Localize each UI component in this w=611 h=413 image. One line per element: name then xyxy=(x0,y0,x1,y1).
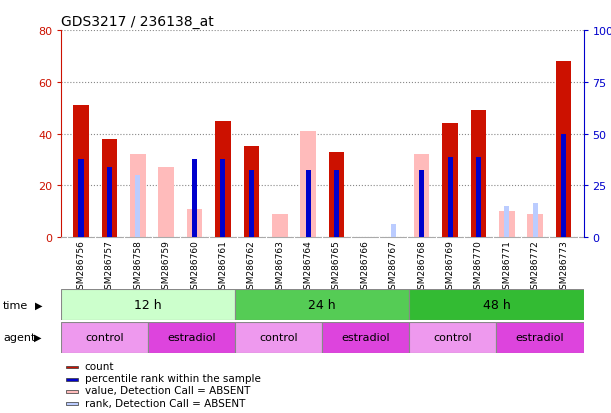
Text: GSM286756: GSM286756 xyxy=(76,240,86,295)
Text: ▶: ▶ xyxy=(34,332,41,342)
Bar xyxy=(419,176,424,237)
Text: GSM286763: GSM286763 xyxy=(275,240,284,295)
Bar xyxy=(67,366,78,368)
Bar xyxy=(73,106,89,237)
Text: GSM286765: GSM286765 xyxy=(332,240,341,295)
Text: time: time xyxy=(3,300,28,310)
Bar xyxy=(235,322,323,353)
Bar xyxy=(476,157,481,237)
Bar xyxy=(67,402,78,405)
Bar xyxy=(244,147,259,237)
Bar xyxy=(107,168,112,237)
Bar xyxy=(447,157,453,237)
Bar xyxy=(135,176,141,237)
Bar xyxy=(499,211,514,237)
Bar xyxy=(470,111,486,237)
Bar xyxy=(504,206,510,237)
Text: GSM286768: GSM286768 xyxy=(417,240,426,295)
Bar xyxy=(249,170,254,237)
Bar xyxy=(556,62,571,237)
Bar xyxy=(101,140,117,237)
Bar xyxy=(215,121,231,237)
Bar xyxy=(221,160,225,237)
Text: GSM286773: GSM286773 xyxy=(559,240,568,295)
Text: GSM286761: GSM286761 xyxy=(218,240,227,295)
Bar xyxy=(67,378,78,381)
Text: agent: agent xyxy=(3,332,35,342)
Text: count: count xyxy=(84,361,114,371)
Bar xyxy=(527,214,543,237)
Bar xyxy=(442,124,458,237)
Text: estradiol: estradiol xyxy=(167,332,216,343)
Bar xyxy=(300,132,316,237)
Bar xyxy=(334,170,339,237)
Text: control: control xyxy=(260,332,298,343)
Bar xyxy=(187,209,202,237)
Text: rank, Detection Call = ABSENT: rank, Detection Call = ABSENT xyxy=(84,398,245,408)
Text: GSM286770: GSM286770 xyxy=(474,240,483,295)
Bar xyxy=(78,160,84,237)
Text: estradiol: estradiol xyxy=(516,332,565,343)
Text: GSM286760: GSM286760 xyxy=(190,240,199,295)
Text: 24 h: 24 h xyxy=(309,298,336,311)
Text: control: control xyxy=(434,332,472,343)
Text: percentile rank within the sample: percentile rank within the sample xyxy=(84,373,260,383)
Bar xyxy=(148,322,235,353)
Bar xyxy=(390,225,396,237)
Bar xyxy=(409,322,496,353)
Bar xyxy=(409,289,584,320)
Bar xyxy=(158,168,174,237)
Text: ▶: ▶ xyxy=(35,300,43,310)
Text: GSM286758: GSM286758 xyxy=(133,240,142,295)
Bar xyxy=(61,289,235,320)
Text: GSM286759: GSM286759 xyxy=(162,240,170,295)
Bar xyxy=(323,322,409,353)
Text: GSM286772: GSM286772 xyxy=(531,240,540,294)
Text: GSM286757: GSM286757 xyxy=(105,240,114,295)
Text: estradiol: estradiol xyxy=(342,332,390,343)
Text: GDS3217 / 236138_at: GDS3217 / 236138_at xyxy=(61,14,214,28)
Bar xyxy=(414,155,430,237)
Bar xyxy=(329,152,345,237)
Bar xyxy=(192,160,197,237)
Bar xyxy=(561,134,566,237)
Text: 12 h: 12 h xyxy=(134,298,162,311)
Bar xyxy=(67,390,78,393)
Text: value, Detection Call = ABSENT: value, Detection Call = ABSENT xyxy=(84,385,250,395)
Bar xyxy=(235,289,409,320)
Bar xyxy=(130,155,145,237)
Text: GSM286762: GSM286762 xyxy=(247,240,256,294)
Bar xyxy=(306,170,310,237)
Bar xyxy=(419,170,424,237)
Bar xyxy=(192,199,197,237)
Bar xyxy=(496,322,584,353)
Bar xyxy=(533,204,538,237)
Text: GSM286764: GSM286764 xyxy=(304,240,313,294)
Text: control: control xyxy=(86,332,124,343)
Bar xyxy=(61,322,148,353)
Text: GSM286767: GSM286767 xyxy=(389,240,398,295)
Text: GSM286769: GSM286769 xyxy=(445,240,455,295)
Bar xyxy=(272,214,288,237)
Text: GSM286766: GSM286766 xyxy=(360,240,370,295)
Text: 48 h: 48 h xyxy=(483,298,510,311)
Text: GSM286771: GSM286771 xyxy=(502,240,511,295)
